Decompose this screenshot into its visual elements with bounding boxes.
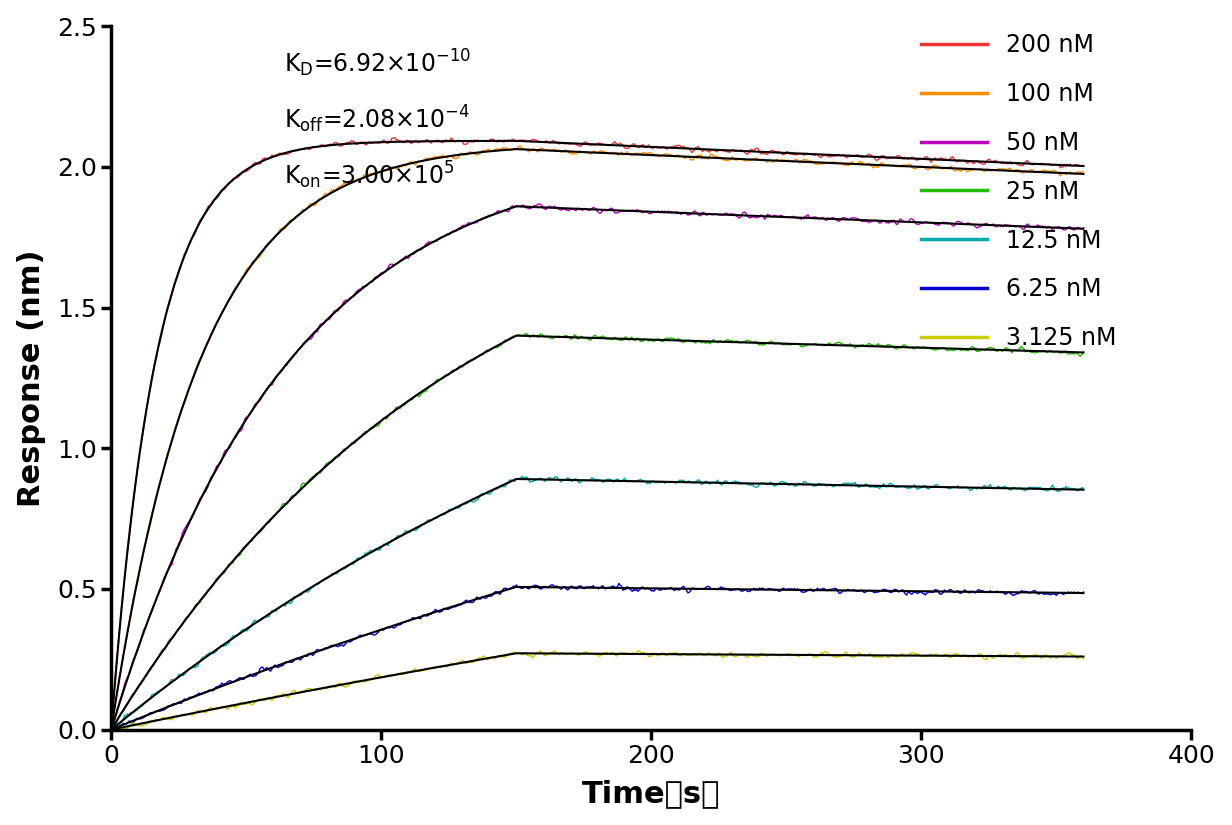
- 12.5 nM: [514, 471, 529, 481]
- 100 nM: [988, 165, 1003, 175]
- 3.125 nM: [103, 725, 118, 735]
- 12.5 nM: [774, 477, 788, 487]
- 12.5 nM: [103, 729, 118, 739]
- 100 nM: [774, 157, 788, 167]
- Line: 50 nM: 50 nM: [111, 204, 1083, 730]
- 25 nM: [678, 337, 692, 346]
- 50 nM: [988, 222, 1003, 232]
- 50 nM: [583, 205, 598, 214]
- 50 nM: [317, 317, 331, 327]
- 25 nM: [317, 461, 331, 471]
- Line: 12.5 nM: 12.5 nM: [111, 476, 1083, 734]
- X-axis label: Time（s）: Time（s）: [583, 780, 721, 808]
- 12.5 nM: [583, 474, 598, 484]
- 25 nM: [774, 339, 788, 349]
- 12.5 nM: [988, 483, 1003, 493]
- 200 nM: [387, 133, 402, 143]
- 100 nM: [1076, 167, 1090, 177]
- 25 nM: [988, 346, 1003, 356]
- Y-axis label: Response (nm): Response (nm): [17, 249, 46, 507]
- 100 nM: [583, 149, 598, 159]
- 12.5 nM: [359, 549, 373, 559]
- 6.25 nM: [1076, 587, 1090, 597]
- 50 nM: [359, 281, 373, 291]
- 3.125 nM: [678, 649, 692, 659]
- 12.5 nM: [317, 574, 331, 584]
- 3.125 nM: [359, 676, 373, 686]
- 6.25 nM: [359, 630, 373, 640]
- 50 nM: [678, 207, 692, 217]
- 25 nM: [1076, 347, 1090, 357]
- 3.125 nM: [1076, 654, 1090, 664]
- 200 nM: [583, 140, 598, 150]
- 25 nM: [519, 328, 533, 338]
- 50 nM: [532, 199, 547, 209]
- 6.25 nM: [774, 586, 788, 596]
- 6.25 nM: [317, 644, 331, 653]
- Text: $\mathrm{K_D}$=6.92×10$^{-10}$
$\mathrm{K_{off}}$=2.08×10$^{-4}$
$\mathrm{K_{on}: $\mathrm{K_D}$=6.92×10$^{-10}$ $\mathrm{…: [285, 47, 471, 191]
- 100 nM: [678, 153, 692, 163]
- 25 nM: [103, 722, 118, 732]
- 6.25 nM: [611, 578, 626, 588]
- 100 nM: [317, 189, 331, 199]
- 12.5 nM: [1076, 483, 1090, 493]
- 100 nM: [359, 170, 373, 180]
- Line: 6.25 nM: 6.25 nM: [111, 583, 1083, 732]
- Line: 3.125 nM: 3.125 nM: [111, 651, 1083, 730]
- 50 nM: [103, 725, 118, 735]
- 6.25 nM: [582, 582, 596, 592]
- Line: 25 nM: 25 nM: [111, 333, 1083, 727]
- 200 nM: [103, 724, 118, 734]
- 6.25 nM: [103, 727, 118, 737]
- 50 nM: [1076, 223, 1090, 233]
- 200 nM: [988, 155, 1003, 165]
- 3.125 nM: [317, 684, 331, 694]
- 3.125 nM: [774, 651, 788, 661]
- 200 nM: [359, 140, 373, 150]
- 100 nM: [103, 728, 118, 738]
- 50 nM: [774, 210, 788, 220]
- 200 nM: [317, 141, 331, 151]
- 3.125 nM: [988, 651, 1003, 661]
- 6.25 nM: [678, 583, 692, 593]
- 100 nM: [513, 141, 527, 151]
- 25 nM: [359, 427, 373, 437]
- Line: 100 nM: 100 nM: [111, 146, 1083, 733]
- 200 nM: [678, 143, 692, 153]
- 6.25 nM: [988, 587, 1003, 597]
- 200 nM: [1076, 161, 1090, 171]
- 12.5 nM: [678, 477, 692, 487]
- 3.125 nM: [533, 646, 548, 656]
- 25 nM: [583, 336, 598, 346]
- Legend: 200 nM, 100 nM, 50 nM, 25 nM, 12.5 nM, 6.25 nM, 3.125 nM: 200 nM, 100 nM, 50 nM, 25 nM, 12.5 nM, 6…: [912, 24, 1126, 360]
- 200 nM: [774, 148, 788, 158]
- Line: 200 nM: 200 nM: [111, 138, 1083, 729]
- 3.125 nM: [583, 648, 598, 658]
